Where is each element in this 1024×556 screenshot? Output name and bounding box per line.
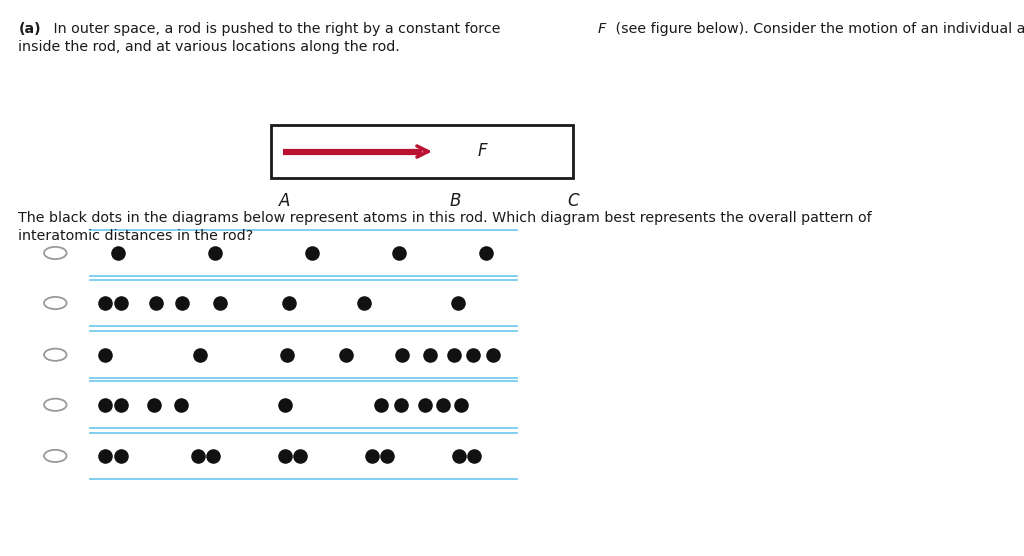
Point	[207, 249, 223, 257]
Point	[355, 299, 372, 307]
Text: (a): (a)	[18, 22, 41, 36]
Point	[113, 451, 129, 460]
Point	[147, 299, 164, 307]
Point	[364, 451, 380, 460]
Point	[110, 249, 126, 257]
Point	[281, 299, 297, 307]
Point	[453, 400, 469, 409]
Text: $F$: $F$	[477, 142, 488, 160]
Point	[393, 400, 410, 409]
Point	[478, 249, 495, 257]
Text: interatomic distances in the rod?: interatomic distances in the rod?	[18, 229, 254, 243]
Point	[113, 400, 129, 409]
Point	[373, 400, 389, 409]
Point	[379, 451, 395, 460]
Point	[173, 400, 189, 409]
Point	[484, 350, 501, 359]
Point	[417, 400, 433, 409]
Point	[97, 299, 114, 307]
Point	[279, 350, 295, 359]
Point	[304, 249, 321, 257]
Point	[451, 451, 467, 460]
Point	[205, 451, 221, 460]
Point	[212, 299, 228, 307]
Point	[292, 451, 308, 460]
Text: $F$: $F$	[597, 22, 607, 36]
Bar	[271, 125, 573, 178]
Point	[466, 451, 482, 460]
Text: $C$: $C$	[566, 192, 581, 210]
Text: $B$: $B$	[450, 192, 462, 210]
Point	[174, 299, 190, 307]
Point	[338, 350, 354, 359]
Point	[97, 350, 114, 359]
Text: (see figure below). Consider the motion of an individual atom: (see figure below). Consider the motion …	[611, 22, 1024, 36]
Point	[394, 350, 411, 359]
Point	[391, 249, 408, 257]
Point	[465, 350, 481, 359]
Text: The black dots in the diagrams below represent atoms in this rod. Which diagram : The black dots in the diagrams below rep…	[18, 211, 872, 225]
Text: $A$: $A$	[279, 192, 291, 210]
Text: inside the rod, and at various locations along the rod.: inside the rod, and at various locations…	[18, 40, 400, 54]
Point	[422, 350, 438, 359]
Point	[450, 299, 466, 307]
Point	[189, 451, 206, 460]
Point	[191, 350, 208, 359]
Point	[276, 400, 293, 409]
Text: In outer space, a rod is pushed to the right by a constant force: In outer space, a rod is pushed to the r…	[49, 22, 505, 36]
Point	[113, 299, 129, 307]
Point	[445, 350, 462, 359]
Point	[145, 400, 162, 409]
Point	[276, 451, 293, 460]
Point	[435, 400, 452, 409]
Point	[97, 451, 114, 460]
Point	[97, 400, 114, 409]
